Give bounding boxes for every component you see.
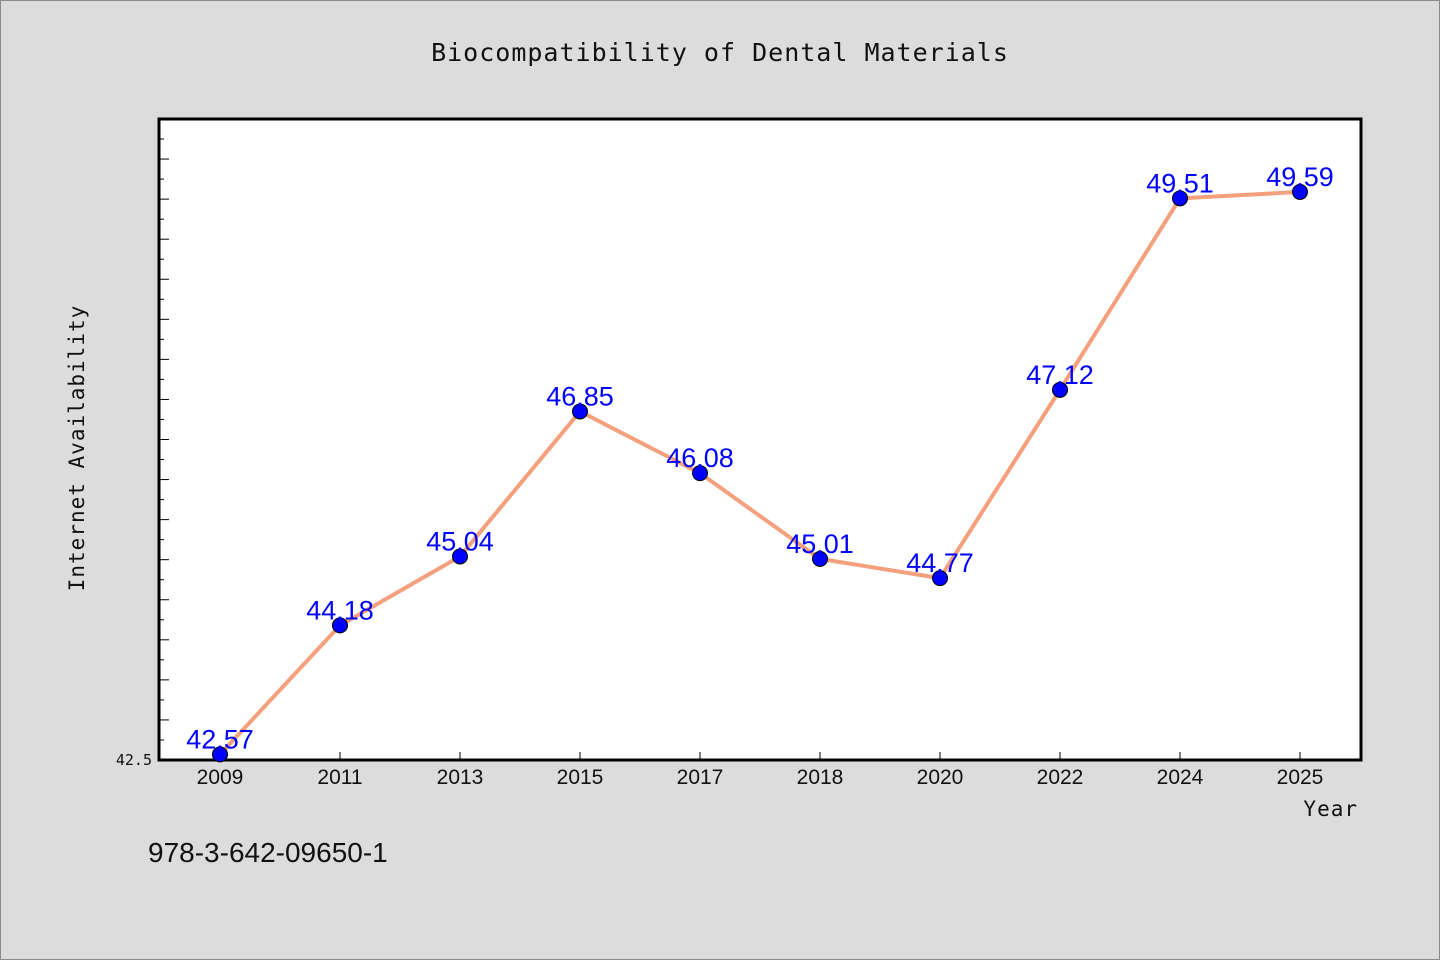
x-axis-label: Year xyxy=(1303,797,1358,821)
data-label: 46.08 xyxy=(666,443,734,473)
series-line-path xyxy=(218,189,1301,756)
x-tick-label: 2020 xyxy=(917,766,964,789)
x-tick-label: 2011 xyxy=(317,766,362,789)
data-point xyxy=(332,617,348,634)
data-label: 49.51 xyxy=(1146,168,1214,198)
data-point xyxy=(1052,381,1068,398)
plot-area xyxy=(157,117,1363,762)
x-tick-label: 2024 xyxy=(1157,766,1204,789)
x-tick-label: 2015 xyxy=(557,766,604,789)
data-label: 46.85 xyxy=(546,381,614,411)
data-labels: 42.57 44.18 45.04 46.85 46.08 45.01 44.77 47.12… xyxy=(186,162,1334,754)
isbn-footer: 978-3-642-09650-1 xyxy=(148,837,388,868)
data-point xyxy=(1292,183,1308,200)
data-label: 44.77 xyxy=(906,548,974,578)
data-point xyxy=(932,570,948,587)
data-point xyxy=(692,465,708,482)
data-label: 42.57 xyxy=(186,724,254,754)
y-axis-label: Internet Availability xyxy=(65,305,89,592)
data-point xyxy=(812,550,828,567)
x-tick-label: 2018 xyxy=(797,766,844,789)
data-point xyxy=(572,403,588,420)
data-point xyxy=(452,548,468,565)
chart-title: Biocompatibility of Dental Materials xyxy=(431,38,1009,67)
data-label: 47.12 xyxy=(1026,360,1094,390)
data-point xyxy=(1172,190,1188,207)
x-tick-label: 2025 xyxy=(1277,766,1324,789)
x-tick-label: 2013 xyxy=(437,766,484,789)
data-label: 44.18 xyxy=(306,595,374,625)
data-point xyxy=(212,746,228,763)
x-tick-label: 2017 xyxy=(677,766,724,789)
y-axis-ticks xyxy=(159,138,169,741)
y-tick-label-min: 42.5 xyxy=(116,751,152,769)
series-line xyxy=(218,189,1301,756)
data-label: 49.59 xyxy=(1266,162,1334,192)
x-tick-label: 2022 xyxy=(1037,766,1084,789)
x-axis-ticks: 2009 2011 2013 2015 2017 2018 2020 2022 2024 2025 xyxy=(197,752,1324,789)
data-label: 45.01 xyxy=(786,529,854,559)
data-points xyxy=(212,183,1308,763)
data-label: 45.04 xyxy=(426,526,494,556)
x-tick-label: 2009 xyxy=(197,766,244,789)
